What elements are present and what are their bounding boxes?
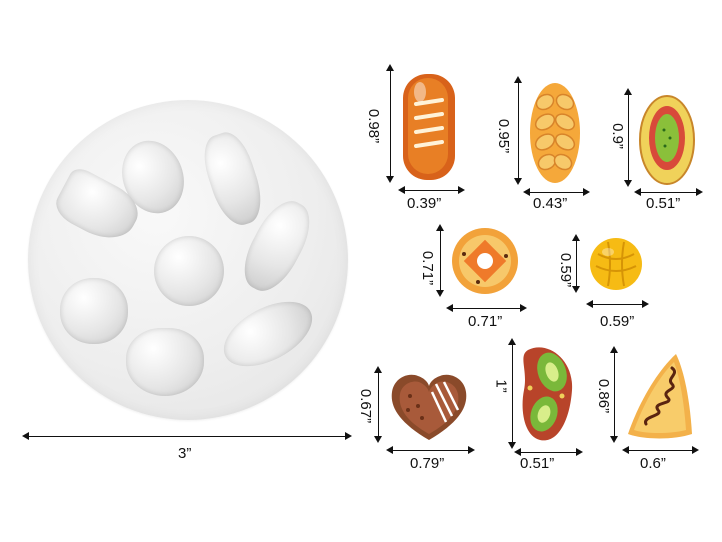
mold-cavity-heart [126,328,204,396]
kiwi-bread-height-line [512,342,513,446]
triangle-pastry-width-arrow-right [692,446,699,454]
braided-bread-width-arrow-left [523,188,530,196]
round-tart-height-label: 0.71” [419,250,437,286]
braided-bread-height-arrow-bottom [514,178,522,185]
triangle-pastry-image [624,350,694,442]
round-tart-height-line [440,228,441,294]
long-bread-image [400,72,458,182]
long-bread-width-arrow-right [458,186,465,194]
round-tart-height-arrow-bottom [436,290,444,297]
mold-dimension-arrow-right [345,432,352,440]
melon-bun-height-line [576,238,577,290]
long-bread-width-label: 0.39” [407,195,442,212]
braided-bread-height-arrow-top [514,76,522,83]
oval-pastry-height-arrow-bottom [624,180,632,187]
kiwi-bread-width-line [518,452,578,453]
mold-cavity-leaf [213,288,323,380]
kiwi-bread-height-arrow-top [508,338,516,345]
triangle-pastry-height-line [614,350,615,440]
triangle-pastry-width-line [626,450,696,451]
melon-bun-width-arrow-right [642,300,649,308]
kiwi-bread-width-label: 0.51” [520,455,555,472]
kiwi-bread-height-arrow-bottom [508,442,516,449]
heart-cake-image [388,370,470,442]
heart-cake-height-arrow-top [374,366,382,373]
triangle-pastry-width-label: 0.6” [640,455,666,472]
braided-bread-height-line [518,80,519,182]
melon-bun-width-label: 0.59” [600,313,635,330]
heart-cake-height-line [378,370,379,440]
long-bread-height-line [390,68,391,180]
oval-pastry-height-line [628,92,629,184]
oval-pastry-width-arrow-left [634,188,641,196]
mold-diameter-label: 3” [178,445,192,462]
round-tart-width-arrow-right [520,304,527,312]
braided-bread-image [527,80,583,186]
melon-bun-width-line [590,304,644,305]
triangle-pastry-height-arrow-top [610,346,618,353]
long-bread-height-arrow-bottom [386,176,394,183]
mold-dimension-line [26,436,348,437]
heart-cake-width-arrow-right [468,446,475,454]
oval-pastry-height-arrow-top [624,88,632,95]
braided-bread-width-arrow-right [583,188,590,196]
long-bread-width-arrow-left [398,186,405,194]
heart-cake-width-arrow-left [386,446,393,454]
heart-cake-height-label: 0.67” [357,388,375,424]
braided-bread-width-line [527,192,585,193]
triangle-pastry-width-arrow-left [622,446,629,454]
heart-cake-width-label: 0.79” [410,455,445,472]
mold-dimension-arrow-left [22,432,29,440]
long-bread-height-label: 0.98” [365,108,383,144]
triangle-pastry-height-label: 0.86” [595,378,613,414]
round-tart-width-line [450,308,522,309]
kiwi-bread-height-label: 1” [492,379,510,393]
mold-cavity-braid [196,127,270,231]
round-tart-image [450,226,520,296]
long-bread-width-line [402,190,460,191]
oval-pastry-width-arrow-right [696,188,703,196]
mold-cavity-melon [60,278,128,344]
kiwi-bread-width-arrow-left [514,448,521,456]
triangle-pastry-height-arrow-bottom [610,436,618,443]
mold-cavity-round [154,236,224,306]
melon-bun-height-arrow-top [572,234,580,241]
melon-bun-height-arrow-bottom [572,286,580,293]
round-tart-height-arrow-top [436,224,444,231]
kiwi-bread-image [518,340,578,444]
long-bread-height-arrow-top [386,64,394,71]
melon-bun-height-label: 0.59” [557,252,575,288]
kiwi-bread-width-arrow-right [576,448,583,456]
heart-cake-height-arrow-bottom [374,436,382,443]
braided-bread-width-label: 0.43” [533,195,568,212]
oval-pastry-image [638,94,696,186]
melon-bun-image [588,236,644,292]
oval-pastry-height-label: 0.9” [608,123,626,149]
round-tart-width-label: 0.71” [468,313,503,330]
oval-pastry-width-label: 0.51” [646,195,681,212]
round-tart-width-arrow-left [446,304,453,312]
heart-cake-width-line [390,450,470,451]
braided-bread-height-label: 0.95” [495,118,513,154]
melon-bun-width-arrow-left [586,300,593,308]
silicone-mold [28,100,348,420]
oval-pastry-width-line [638,192,698,193]
